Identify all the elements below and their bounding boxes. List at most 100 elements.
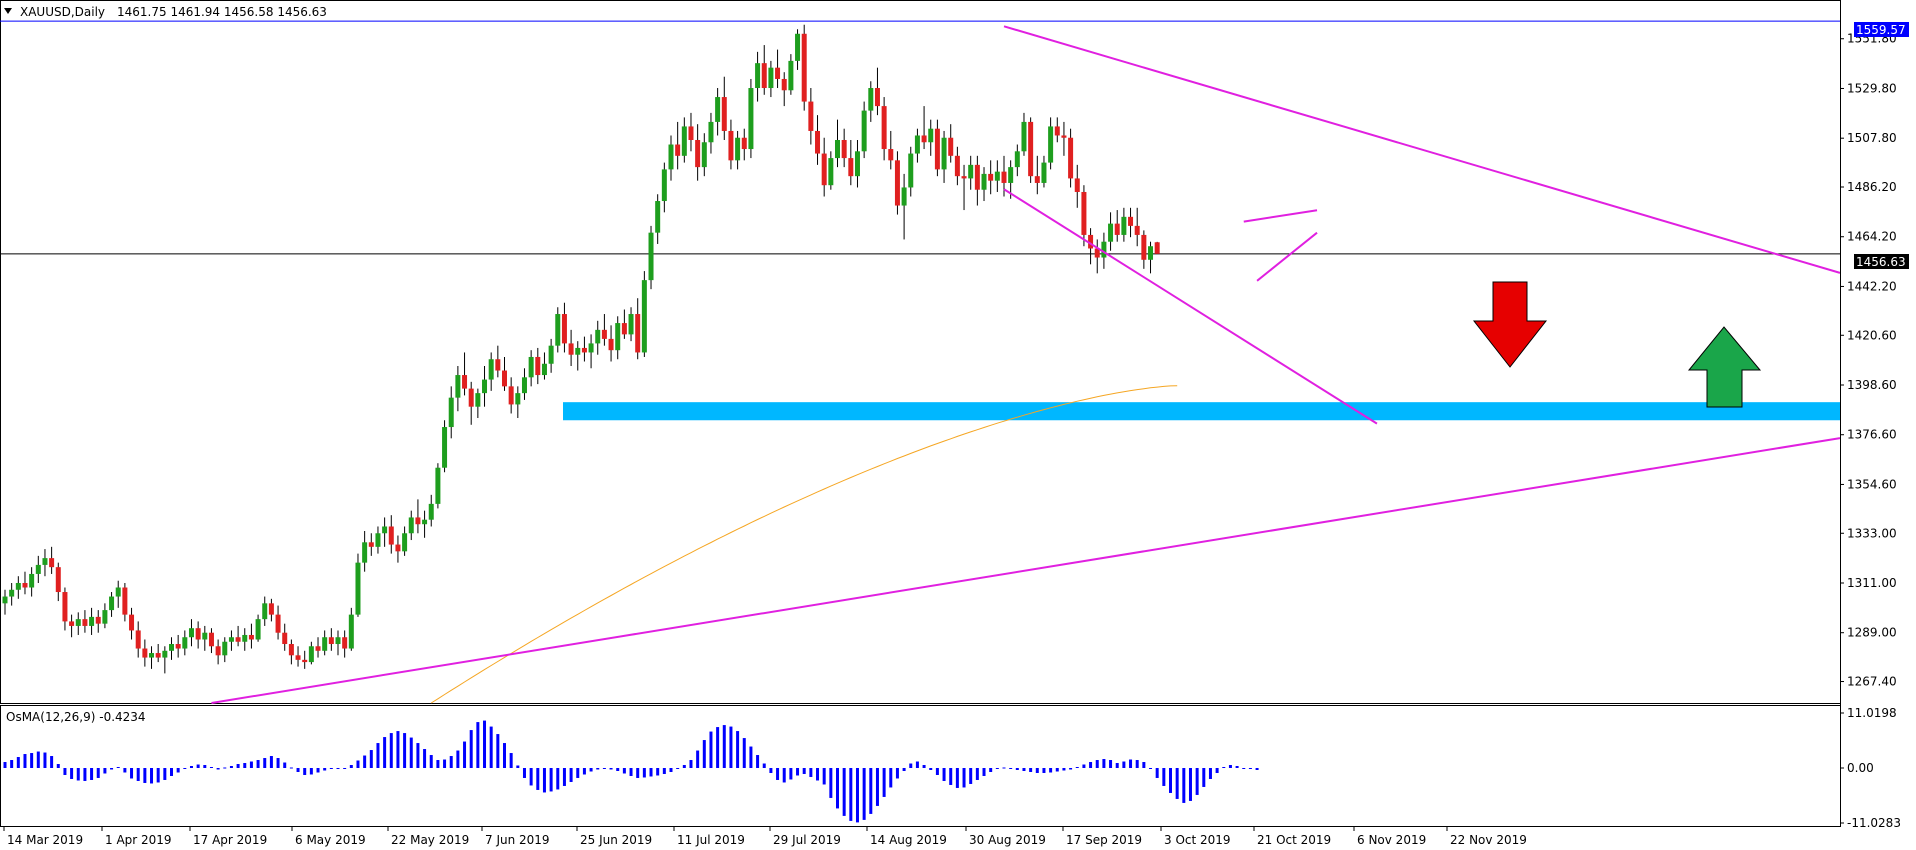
candle [775, 49, 781, 89]
candle [661, 162, 667, 213]
osma-bar [669, 768, 673, 772]
x-tick-label: 22 Nov 2019 [1450, 833, 1527, 847]
bull-candle-body [375, 533, 381, 547]
current-price-label: 1456.63 [1854, 254, 1909, 269]
osma-bar [1248, 768, 1252, 769]
triangle-down-icon[interactable] [4, 8, 12, 14]
bear-candle-body [248, 634, 254, 640]
moving-average-line [430, 385, 1178, 704]
osma-bar [476, 722, 480, 768]
bear-candle-body [801, 33, 807, 102]
candle [788, 54, 794, 95]
candle [954, 146, 960, 186]
osma-bar [429, 755, 433, 768]
osma-bar [1142, 762, 1146, 768]
candle [541, 352, 547, 380]
osma-bar [536, 768, 540, 790]
candle [1081, 185, 1087, 247]
bear-candle-body [948, 137, 954, 156]
osma-bar [143, 768, 147, 783]
candle [1128, 207, 1134, 238]
bull-candle-body [914, 135, 920, 154]
osma-bar [296, 768, 300, 772]
osma-bar [942, 768, 946, 781]
osma-bar [842, 768, 846, 816]
bear-candle-body [142, 648, 148, 658]
bull-candle-body [655, 201, 661, 233]
candle [668, 135, 674, 181]
bull-candle-body [1008, 167, 1014, 183]
y-tick-label: 1354.60 [1847, 477, 1897, 491]
bear-candle-body [195, 628, 201, 640]
candle [528, 350, 534, 387]
osma-bar [269, 756, 273, 768]
x-tick-label: 17 Sep 2019 [1066, 833, 1142, 847]
bull-candle-body [994, 171, 1000, 181]
bear-candle-body [135, 630, 141, 649]
candle [288, 639, 294, 665]
osma-bar [589, 768, 593, 772]
bull-candle-body [29, 573, 35, 588]
osma-bar [50, 756, 54, 768]
osma-bar [463, 741, 467, 768]
candle [1068, 128, 1074, 188]
candle [129, 607, 135, 640]
bear-candle-body [621, 323, 627, 335]
candle [322, 630, 328, 656]
bull-candle-body [308, 646, 314, 663]
candle [748, 78, 754, 159]
osma-bar [1242, 768, 1246, 769]
bull-candle-body [968, 164, 974, 179]
osma-bar [1215, 768, 1219, 773]
osma-bar [716, 727, 720, 768]
osma-bar [1149, 768, 1153, 769]
candle [888, 130, 894, 170]
bear-candle-body [781, 78, 787, 91]
bear-candle-body [315, 646, 321, 651]
resistance-price-text: 1559.57 [1856, 23, 1906, 37]
candle [95, 610, 101, 633]
current-price-text: 1456.63 [1856, 255, 1906, 269]
bear-candle-body [1061, 135, 1067, 138]
bull-candle-body [835, 139, 840, 159]
candle [1108, 212, 1114, 251]
candle [735, 130, 741, 170]
candle [169, 637, 174, 660]
osma-bar [403, 733, 407, 768]
y-tick-label: 1311.00 [1847, 576, 1897, 590]
candle [1088, 228, 1094, 265]
bear-candle-body [235, 637, 241, 642]
osma-bar [1062, 768, 1066, 771]
osma-bar [756, 755, 760, 768]
candle [635, 298, 641, 360]
osma-bar [423, 749, 427, 768]
osma-bar [722, 725, 726, 768]
candle [861, 101, 867, 159]
candle [521, 368, 527, 400]
bull-candle-body [322, 637, 328, 651]
candle [828, 151, 834, 190]
candle [109, 592, 115, 617]
bull-candle-body [448, 397, 454, 428]
bear-candle-body [608, 338, 614, 351]
candle [908, 146, 914, 197]
y-tick-label: 1442.20 [1847, 279, 1897, 293]
candle [1101, 232, 1107, 269]
candle [282, 623, 288, 651]
candle [1114, 210, 1120, 242]
bear-candle-body [921, 135, 927, 143]
osma-tick-label: -11.0283 [1847, 816, 1901, 830]
osma-bar [249, 761, 253, 768]
bear-candle-body [55, 567, 61, 593]
bear-candle-body [215, 646, 221, 656]
osma-bar [576, 768, 580, 778]
candle [515, 386, 521, 418]
bear-candle-body [1134, 225, 1140, 235]
ohlc-readout: 1461.75 1461.94 1456.58 1456.63 [117, 5, 327, 19]
bull-candle-body [1101, 241, 1107, 258]
y-tick-label: 1420.60 [1847, 328, 1897, 342]
osma-bar [116, 767, 120, 769]
candle [961, 164, 967, 211]
candle [222, 637, 228, 663]
osma-bar [682, 765, 686, 768]
